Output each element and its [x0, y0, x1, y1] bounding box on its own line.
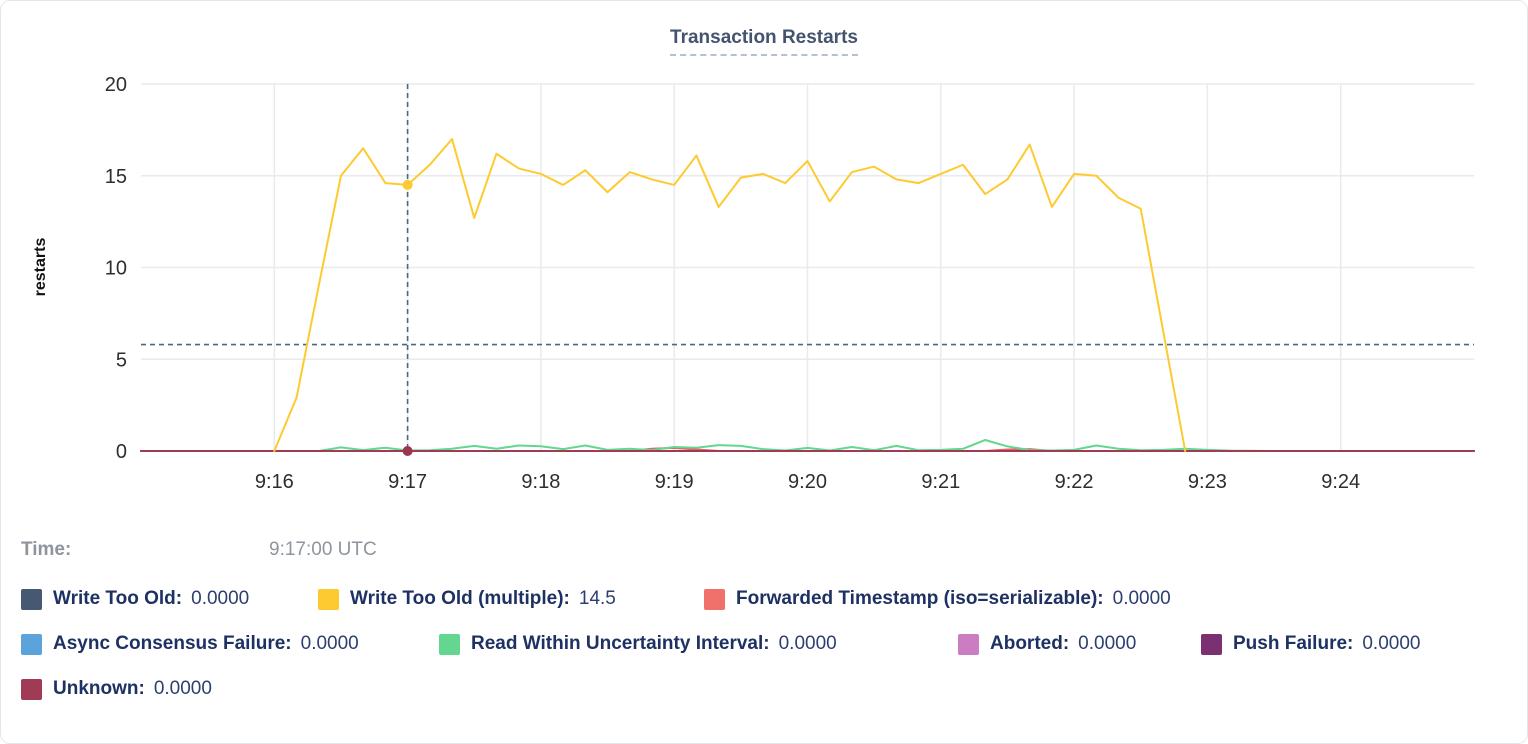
aborted-swatch-icon [958, 633, 979, 655]
legend-value: 0.0000 [300, 633, 359, 654]
svg-text:20: 20 [105, 74, 127, 96]
chart-title[interactable]: Transaction Restarts [670, 27, 858, 56]
svg-text:5: 5 [116, 349, 127, 371]
legend-item-forwarded-timestamp: Forwarded Timestamp (iso=serializable): … [704, 587, 1171, 611]
svg-text:0: 0 [116, 441, 127, 463]
legend-item-async-consensus-failure: Async Consensus Failure: 0.0000 [21, 632, 359, 656]
forwarded-timestamp-swatch-icon [704, 588, 725, 610]
legend-item-write-too-old: Write Too Old: 0.0000 [21, 587, 249, 611]
legend-value: 0.0000 [1112, 588, 1171, 609]
legend-value: 0.0000 [1078, 633, 1137, 654]
hover-readout-row: Time: 9:17:00 UTC [1, 539, 1527, 565]
chart-title-wrap: Transaction Restarts [1, 27, 1527, 56]
hover-time-label: Time: [21, 539, 72, 560]
legend-label: Read Within Uncertainty Interval: [471, 633, 770, 654]
async-consensus-failure-swatch-icon [21, 633, 42, 655]
legend-label: Unknown: [53, 678, 145, 699]
svg-text:9:24: 9:24 [1321, 471, 1360, 493]
unknown-swatch-icon [21, 678, 42, 700]
legend-label: Forwarded Timestamp (iso=serializable): [736, 588, 1104, 609]
svg-text:9:16: 9:16 [255, 471, 294, 493]
push-failure-swatch-icon [1201, 633, 1222, 655]
svg-text:10: 10 [105, 258, 127, 280]
legend-value: 14.5 [578, 588, 616, 609]
svg-text:9:19: 9:19 [655, 471, 694, 493]
legend-item-unknown: Unknown: 0.0000 [21, 677, 212, 701]
legend-value: 0.0000 [778, 633, 837, 654]
legend-label: Aborted: [990, 633, 1070, 654]
legend-item-write-too-old-multiple: Write Too Old (multiple): 14.5 [318, 587, 616, 611]
hover-time-value: 9:17:00 UTC [269, 539, 377, 560]
legend-item-read-within-uncertainty-interval: Read Within Uncertainty Interval: 0.0000 [439, 632, 837, 656]
svg-text:restarts: restarts [32, 238, 49, 297]
legend-item-aborted: Aborted: 0.0000 [958, 632, 1136, 656]
svg-text:9:22: 9:22 [1055, 471, 1094, 493]
read-within-uncertainty-interval-swatch-icon [439, 633, 460, 655]
svg-text:9:17: 9:17 [388, 471, 427, 493]
legend-item-push-failure: Push Failure: 0.0000 [1201, 632, 1420, 656]
svg-text:15: 15 [105, 166, 127, 188]
svg-text:9:21: 9:21 [921, 471, 960, 493]
legend-label: Write Too Old (multiple): [350, 588, 570, 609]
legend-label: Write Too Old: [53, 588, 183, 609]
legend-value: 0.0000 [191, 588, 250, 609]
legend-label: Push Failure: [1233, 633, 1354, 654]
svg-text:9:23: 9:23 [1188, 471, 1227, 493]
transaction-restarts-chart[interactable]: 0 5 10 15 20 9:16 9:17 9:18 9:19 9:20 9:21 9:22 9:23… [1, 1, 1528, 521]
legend-label: Async Consensus Failure: [53, 633, 292, 654]
legend-value: 0.0000 [153, 678, 212, 699]
legend-value: 0.0000 [1362, 633, 1421, 654]
write-too-old-swatch-icon [21, 588, 42, 610]
write-too-old-multiple-swatch-icon [318, 588, 339, 610]
svg-text:9:18: 9:18 [521, 471, 560, 493]
svg-text:9:20: 9:20 [788, 471, 827, 493]
